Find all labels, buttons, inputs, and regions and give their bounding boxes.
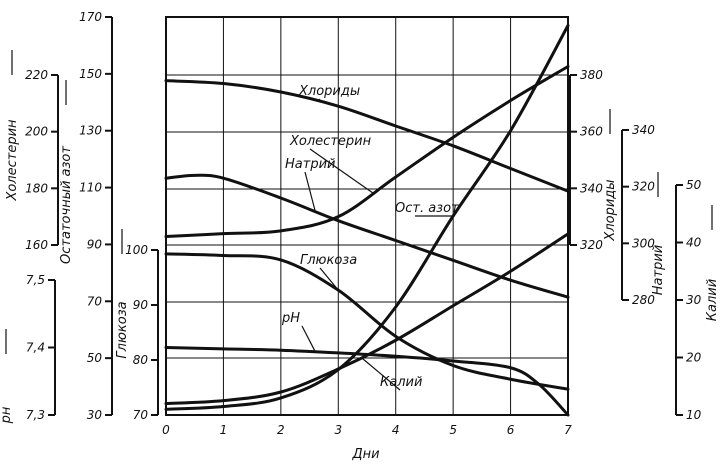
- axis-cl: 320 340 360 380 Хлориды: [569, 68, 618, 252]
- axis-tick-label: 7,4: [26, 341, 45, 355]
- axis-label: Хлориды: [603, 179, 618, 241]
- axis-tick-label: 200: [25, 125, 48, 139]
- axis-nres: 30 50 70 90 110 130 150 170 Остаточный азот: [59, 10, 113, 422]
- x-axis-label: Дни: [351, 447, 379, 462]
- axis-tick-label: 300: [632, 236, 655, 250]
- axis-label: Глюкоза: [115, 301, 130, 358]
- axis-tick-label: 50: [686, 178, 702, 192]
- series-line: [164, 173, 570, 299]
- axis-tick-label: 30: [686, 293, 702, 307]
- label-leader: [309, 148, 374, 194]
- axis-tick-label: 380: [580, 68, 603, 82]
- series-line: [164, 346, 570, 417]
- series-line: [164, 79, 570, 193]
- series-label: Хлориды: [298, 84, 360, 99]
- series-label: Натрий: [285, 157, 335, 172]
- axis-tick-label: 30: [87, 408, 103, 422]
- axis-label: Натрий: [651, 245, 666, 295]
- series-line: [164, 65, 570, 238]
- axis-tick-label: 280: [632, 293, 655, 307]
- scale-axes: 160 180 200 220 Холестерин 30 50 70 90 110 130 150 1…: [0, 10, 720, 424]
- axis-tick-label: 220: [25, 68, 48, 82]
- axis-tick-label: 110: [79, 181, 102, 195]
- label-leader: [360, 357, 401, 391]
- axis-tick-label: 7,3: [26, 408, 45, 422]
- label-leader: [304, 171, 316, 212]
- x-tick-label: 6: [507, 423, 515, 437]
- series-label: pH: [281, 311, 300, 326]
- axis-label: Остаточный азот: [59, 146, 74, 264]
- series-label: Ост. азот: [395, 201, 459, 216]
- axis-tick-label: 170: [79, 10, 102, 24]
- label-leader: [319, 267, 339, 291]
- series-line: [164, 232, 570, 405]
- axis-tick-label: 40: [686, 236, 702, 250]
- axis-label: pн: [0, 406, 14, 424]
- series-line: [164, 24, 570, 411]
- axis-gluc: 70 80 90 100 Глюкоза: [115, 229, 159, 422]
- axis-tick-label: 320: [632, 180, 655, 194]
- x-tick-label: 0: [162, 423, 170, 437]
- x-tick-label: 5: [449, 423, 457, 437]
- plot-grid: 0 1 2 3 4 5 6 7: [162, 16, 572, 437]
- series-label: Холестерин: [289, 134, 372, 149]
- axis-tick-label: 70: [87, 294, 103, 308]
- axis-tick-label: 7,5: [26, 273, 45, 287]
- axis-tick-label: 90: [133, 298, 149, 312]
- axis-tick-label: 80: [133, 353, 149, 367]
- series-label: Калий: [380, 375, 422, 390]
- axis-k: 10 20 30 40 50 Калий: [675, 178, 720, 422]
- axis-tick-label: 130: [79, 124, 102, 138]
- axis-tick-label: 320: [580, 238, 603, 252]
- axis-tick-label: 340: [580, 181, 603, 195]
- axis-tick-label: 360: [580, 125, 603, 139]
- x-tick-label: 7: [564, 423, 572, 437]
- x-tick-label: 3: [334, 423, 342, 437]
- axis-tick-label: 160: [25, 238, 48, 252]
- curve-labels: Хлориды Холестерин Натрий Ост. азот Глюкоза p…: [281, 84, 459, 391]
- axis-tick-label: 90: [87, 237, 103, 251]
- axis-tick-label: 10: [686, 408, 702, 422]
- axis-ph: 7,3 7,4 7,5 pн: [0, 273, 56, 424]
- axis-tick-label: 150: [79, 67, 102, 81]
- axis-tick-label: 20: [686, 351, 702, 365]
- axis-label: Калий: [705, 279, 720, 321]
- axis-chol: 160 180 200 220 Холестерин: [5, 50, 59, 252]
- series-line: [164, 252, 570, 391]
- axis-tick-label: 180: [25, 181, 48, 195]
- axis-label: Холестерин: [5, 119, 20, 202]
- axis-tick-label: 100: [125, 243, 148, 257]
- label-leader: [318, 98, 322, 103]
- axis-tick-label: 340: [632, 123, 655, 137]
- label-leader: [301, 325, 316, 353]
- data-curves: [164, 24, 570, 417]
- axis-tick-label: 50: [87, 351, 103, 365]
- series-label: Глюкоза: [300, 253, 357, 268]
- plot-frame: [165, 16, 569, 416]
- axis-tick-label: 70: [133, 408, 149, 422]
- x-tick-label: 2: [277, 423, 285, 437]
- axis-na: 280 300 320 340 Натрий: [621, 123, 666, 307]
- x-tick-label: 4: [392, 423, 400, 437]
- x-tick-label: 1: [220, 423, 228, 437]
